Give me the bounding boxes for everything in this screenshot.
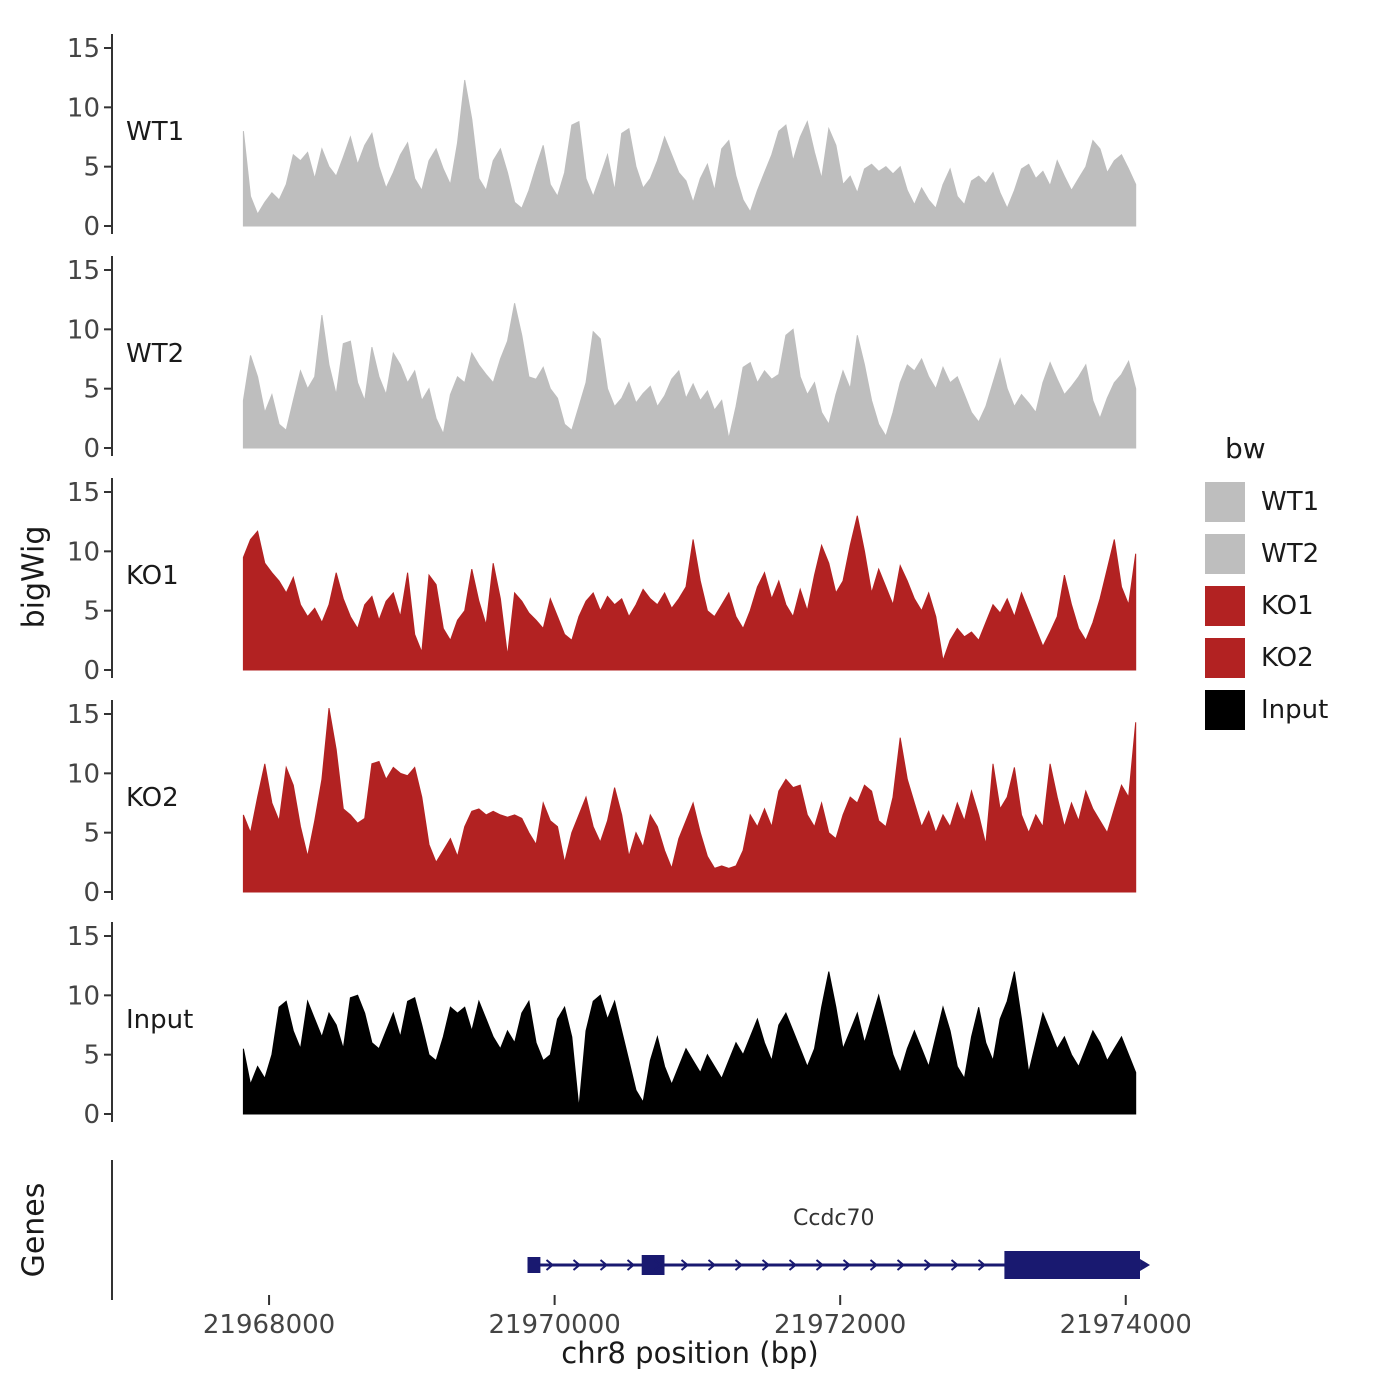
legend-label: KO1 <box>1261 591 1314 621</box>
y-tick-label: 15 <box>67 478 100 508</box>
track-label-ko2: KO2 <box>126 783 179 813</box>
coverage-area-ko1 <box>242 515 1137 671</box>
y-tick-label: 5 <box>83 153 100 183</box>
gene-strand-arrow <box>653 1259 663 1271</box>
gene-strand-arrow <box>680 1259 690 1271</box>
coverage-area-wt2 <box>242 303 1137 449</box>
gene-exon <box>527 1257 541 1273</box>
legend-label: KO2 <box>1261 643 1314 673</box>
gene-strand-arrow <box>545 1259 555 1271</box>
legend-entry-ko1: KO1 <box>1205 586 1328 626</box>
track-panel-ko1: 0 5 10 15 KO1 <box>67 478 1137 682</box>
legend-key-swatch-input <box>1205 690 1245 730</box>
legend: bw WT1 WT2 KO1 KO2 Input <box>1205 432 1328 742</box>
y-tick-label: 0 <box>83 878 100 904</box>
gene-name-label: Ccdc70 <box>793 1206 875 1231</box>
legend-key-swatch-ko1 <box>1205 586 1245 626</box>
track-label-wt2: WT2 <box>126 339 184 369</box>
coverage-area-wt1 <box>242 79 1137 227</box>
legend-entries: WT1 WT2 KO1 KO2 Input <box>1205 482 1328 730</box>
track-panel-wt1: 0 5 10 15 WT1 <box>67 34 1137 238</box>
gene-exon <box>1004 1251 1140 1279</box>
legend-key-swatch-wt1 <box>1205 482 1245 522</box>
gene-strand-arrow <box>707 1259 717 1271</box>
legend-label: WT1 <box>1261 487 1320 517</box>
gene-strand-arrow <box>761 1259 771 1271</box>
x-tick-label: 21968000 <box>203 1310 335 1340</box>
gene-strand-arrow <box>896 1259 906 1271</box>
y-tick-label: 10 <box>67 537 100 567</box>
y-tick-label: 0 <box>83 656 100 682</box>
y-tick-label: 15 <box>67 700 100 730</box>
y-tick-label: 10 <box>67 759 100 789</box>
y-tick-label: 5 <box>83 597 100 627</box>
y-tick-label: 5 <box>83 1041 100 1071</box>
track-panel-input: 0 5 10 15 Input <box>67 922 1137 1126</box>
track-label-input: Input <box>126 1005 193 1035</box>
gene-exon <box>641 1255 665 1275</box>
legend-key-swatch-ko2 <box>1205 638 1245 678</box>
gene-strand-arrow <box>869 1259 879 1271</box>
x-tick-label: 21972000 <box>774 1310 906 1340</box>
gene-strand-arrow <box>788 1259 798 1271</box>
legend-entry-wt2: WT2 <box>1205 534 1328 574</box>
gene-end-arrow <box>1140 1259 1151 1271</box>
track-label-wt1: WT1 <box>126 117 184 147</box>
coverage-area-input <box>242 971 1137 1115</box>
gene-strand-arrow <box>626 1259 636 1271</box>
legend-entry-wt1: WT1 <box>1205 482 1328 522</box>
x-axis-title: chr8 position (bp) <box>561 1336 819 1370</box>
y-tick-label: 0 <box>83 212 100 238</box>
y-tick-label: 10 <box>67 93 100 123</box>
gene-strand-arrow <box>842 1259 852 1271</box>
gene-strand-arrow <box>923 1259 933 1271</box>
y-tick-label: 15 <box>67 256 100 286</box>
y-tick-label: 10 <box>67 315 100 345</box>
x-tick-label: 21970000 <box>488 1310 620 1340</box>
legend-entry-input: Input <box>1205 690 1328 730</box>
y-tick-label: 15 <box>67 922 100 952</box>
y-tick-label: 0 <box>83 1100 100 1126</box>
track-panel-ko2: 0 5 10 15 KO2 <box>67 700 1137 904</box>
y-tick-label: 5 <box>83 819 100 849</box>
genes-panel: Ccdc70 <box>111 1160 1151 1300</box>
gene-strand-arrow <box>734 1259 744 1271</box>
gene-strand-arrow <box>599 1259 609 1271</box>
track-panel-wt2: 0 5 10 15 WT2 <box>67 256 1137 460</box>
track-label-ko1: KO1 <box>126 561 179 591</box>
legend-key-swatch-wt2 <box>1205 534 1245 574</box>
legend-title: bw <box>1225 432 1266 465</box>
legend-label: WT2 <box>1261 539 1320 569</box>
gene-strand-arrow <box>950 1259 960 1271</box>
gene-strand-arrow <box>977 1259 987 1271</box>
y-tick-label: 10 <box>67 981 100 1011</box>
y-tick-label: 5 <box>83 375 100 405</box>
x-tick-label: 21974000 <box>1060 1310 1190 1340</box>
gene-strand-arrow <box>815 1259 825 1271</box>
coverage-area-ko2 <box>242 708 1137 893</box>
legend-label: Input <box>1261 695 1329 725</box>
y-tick-label: 0 <box>83 434 100 460</box>
legend-entry-ko2: KO2 <box>1205 638 1328 678</box>
y-tick-label: 15 <box>67 34 100 64</box>
x-axis: 21968000 21970000 21972000 21974000 <box>203 1295 1190 1340</box>
gene-strand-arrow <box>572 1259 582 1271</box>
